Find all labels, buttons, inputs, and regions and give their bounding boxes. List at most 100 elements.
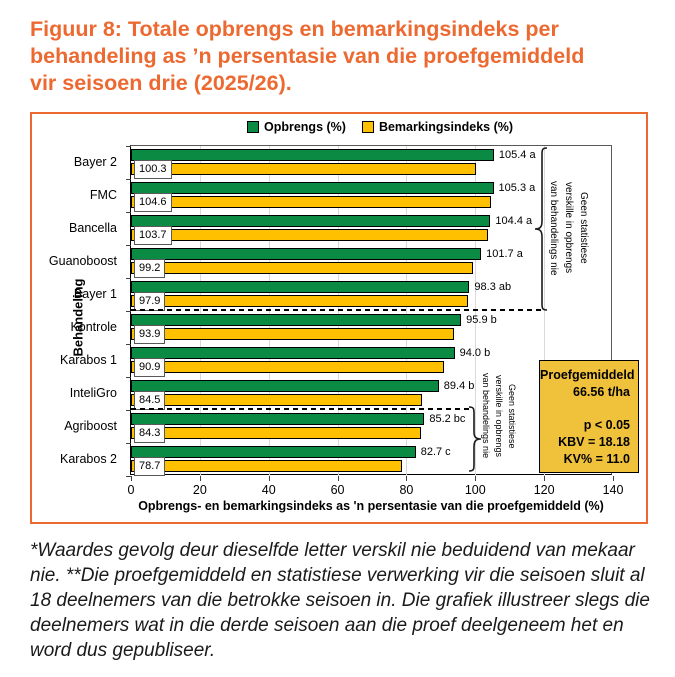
group-note-top-line: Geen statistiese: [578, 192, 589, 264]
y-axis-tick: [126, 410, 131, 411]
bar-bemarkingsindeks: [131, 228, 489, 241]
category-label: Bayer 1: [73, 286, 117, 301]
bar-value-box: 104.6: [134, 192, 172, 212]
category-label: Karabos 1: [60, 352, 117, 367]
bar-opbrengs: [131, 313, 462, 326]
category-label: Bancella: [69, 220, 117, 235]
x-axis-tick-label: 60: [330, 483, 345, 497]
bar-value-label: 101.7 a: [486, 248, 523, 260]
legend-item-bemarkingsindeks: Bemarkingsindeks (%): [361, 120, 514, 134]
category-label: Kontrole: [70, 319, 117, 334]
group-separator-dashed-line: [131, 309, 543, 311]
bar-bemarkingsindeks: [131, 426, 422, 439]
group-note-top: Geen statistiese verskille in opbrengs v…: [546, 150, 591, 306]
x-axis-tick: [131, 476, 132, 481]
x-axis-tick: [613, 476, 614, 481]
group-note-bottom-line: verskille in opbrengs: [494, 374, 504, 458]
bar-value-box: 93.9: [134, 324, 166, 344]
group-note-bottom-line: van behandelings nie: [481, 373, 491, 459]
group-brace-top: [534, 147, 548, 311]
x-axis-tick: [268, 476, 270, 481]
bar-value-box: 84.5: [134, 390, 166, 410]
plot-area: Geen statistiese verskille in opbrengs v…: [126, 145, 639, 497]
category-label: InteliGro: [69, 385, 117, 400]
bar-value-label: 95.9 b: [466, 314, 497, 326]
x-axis-tick: [199, 476, 201, 481]
bar-value-box: 84.3: [134, 423, 166, 443]
gridline: [199, 146, 201, 476]
y-axis-tick: [126, 476, 131, 477]
bar-value-box: 90.9: [134, 357, 166, 377]
y-axis-tick: [126, 344, 131, 345]
stats-box-p-value: p < 0.05: [583, 418, 630, 432]
x-axis-tick-label: 20: [192, 483, 207, 497]
gridline: [544, 146, 546, 476]
legend-swatch-yellow-icon: [361, 121, 374, 133]
y-axis-tick: [126, 245, 131, 246]
bar-opbrengs: [131, 247, 482, 260]
x-axis-title: Opbrengs- en bemarkingsindeks as 'n pers…: [138, 499, 604, 513]
x-axis-tick: [544, 476, 546, 481]
legend-label-bemarkingsindeks: Bemarkingsindeks (%): [378, 120, 514, 134]
bar-value-box: 100.3: [134, 159, 172, 179]
category-label: Agriboost: [64, 418, 117, 433]
bar-bemarkingsindeks: [131, 327, 455, 340]
y-axis-tick: [126, 278, 131, 279]
gridline: [406, 146, 408, 476]
figure-title: Figuur 8: Totale opbrengs en bemarkingsi…: [30, 16, 648, 97]
y-axis-tick: [126, 377, 131, 378]
group-note-top-line: van behandelings nie: [548, 180, 559, 276]
bar-value-box: 99.2: [134, 258, 166, 278]
bar-value-label: 89.4 b: [443, 380, 475, 392]
group-brace-bottom: [468, 406, 482, 472]
y-axis-tick: [126, 443, 131, 444]
legend-label-opbrengs: Opbrengs (%): [263, 120, 346, 134]
x-axis-tick-label: 0: [127, 483, 135, 497]
bar-bemarkingsindeks: [131, 294, 469, 307]
group-note-bottom: Geen statistiese verskille in opbrengs v…: [479, 356, 518, 476]
group-separator-dashed-line: [131, 408, 473, 410]
group-note-top-line: verskille in opbrengs: [563, 182, 574, 274]
category-label: Guanoboost: [48, 253, 117, 268]
bar-opbrengs: [131, 181, 494, 194]
legend-item-opbrengs: Opbrengs (%): [246, 120, 346, 134]
chart-frame: Opbrengs (%) Bemarkingsindeks (%) Behand…: [30, 112, 648, 524]
category-label: FMC: [89, 187, 117, 202]
x-axis-tick: [337, 476, 339, 481]
figure-title-line-2: behandeling as ’n persentasie van die pr…: [30, 44, 585, 68]
x-axis-tick-label: 40: [261, 483, 276, 497]
y-axis-tick: [126, 146, 131, 147]
bar-value-label: 104.4 a: [495, 215, 533, 227]
x-axis-tick-label: 120: [533, 483, 555, 497]
bar-opbrengs: [131, 214, 491, 227]
bar-opbrengs: [131, 379, 439, 392]
y-axis-tick: [126, 179, 131, 180]
bar-value-box: 78.7: [134, 456, 166, 476]
figure-title-line-3: vir seisoen drie (2025/26).: [30, 71, 292, 95]
stats-box-kbv: KBV = 18.18: [558, 435, 630, 449]
bar-value-label: 98.3 ab: [474, 281, 512, 293]
bar-value-box: 97.9: [134, 291, 166, 311]
bar-value-label: 85.2 bc: [429, 413, 466, 425]
figure-title-line-1: Figuur 8: Totale opbrengs en bemarkingsi…: [30, 17, 559, 41]
bar-value-label: 105.3 a: [498, 182, 536, 194]
bar-opbrengs: [131, 346, 455, 359]
stats-box: Proefgemiddeld 66.56 t/ha p < 0.05 KBV =…: [539, 360, 639, 473]
x-axis-tick-label: 100: [464, 483, 486, 497]
bar-value-label: 82.7 c: [420, 446, 451, 458]
stats-box-kv: KV% = 11.0: [563, 452, 630, 466]
gridline: [268, 146, 270, 476]
bar-bemarkingsindeks: [131, 360, 444, 373]
chart-legend: Opbrengs (%) Bemarkingsindeks (%): [130, 120, 630, 134]
y-axis-tick: [126, 212, 131, 213]
gridline: [475, 146, 477, 476]
bar-opbrengs: [131, 412, 425, 425]
category-label: Bayer 2: [73, 154, 117, 169]
bar-value-label: 105.4 a: [498, 149, 536, 161]
bar-opbrengs: [131, 280, 470, 293]
bar-opbrengs: [131, 148, 494, 161]
legend-swatch-green-icon: [246, 121, 259, 133]
group-note-bottom-line: Geen statistiese: [507, 383, 517, 449]
gridline: [337, 146, 339, 476]
x-axis-tick: [406, 476, 408, 481]
